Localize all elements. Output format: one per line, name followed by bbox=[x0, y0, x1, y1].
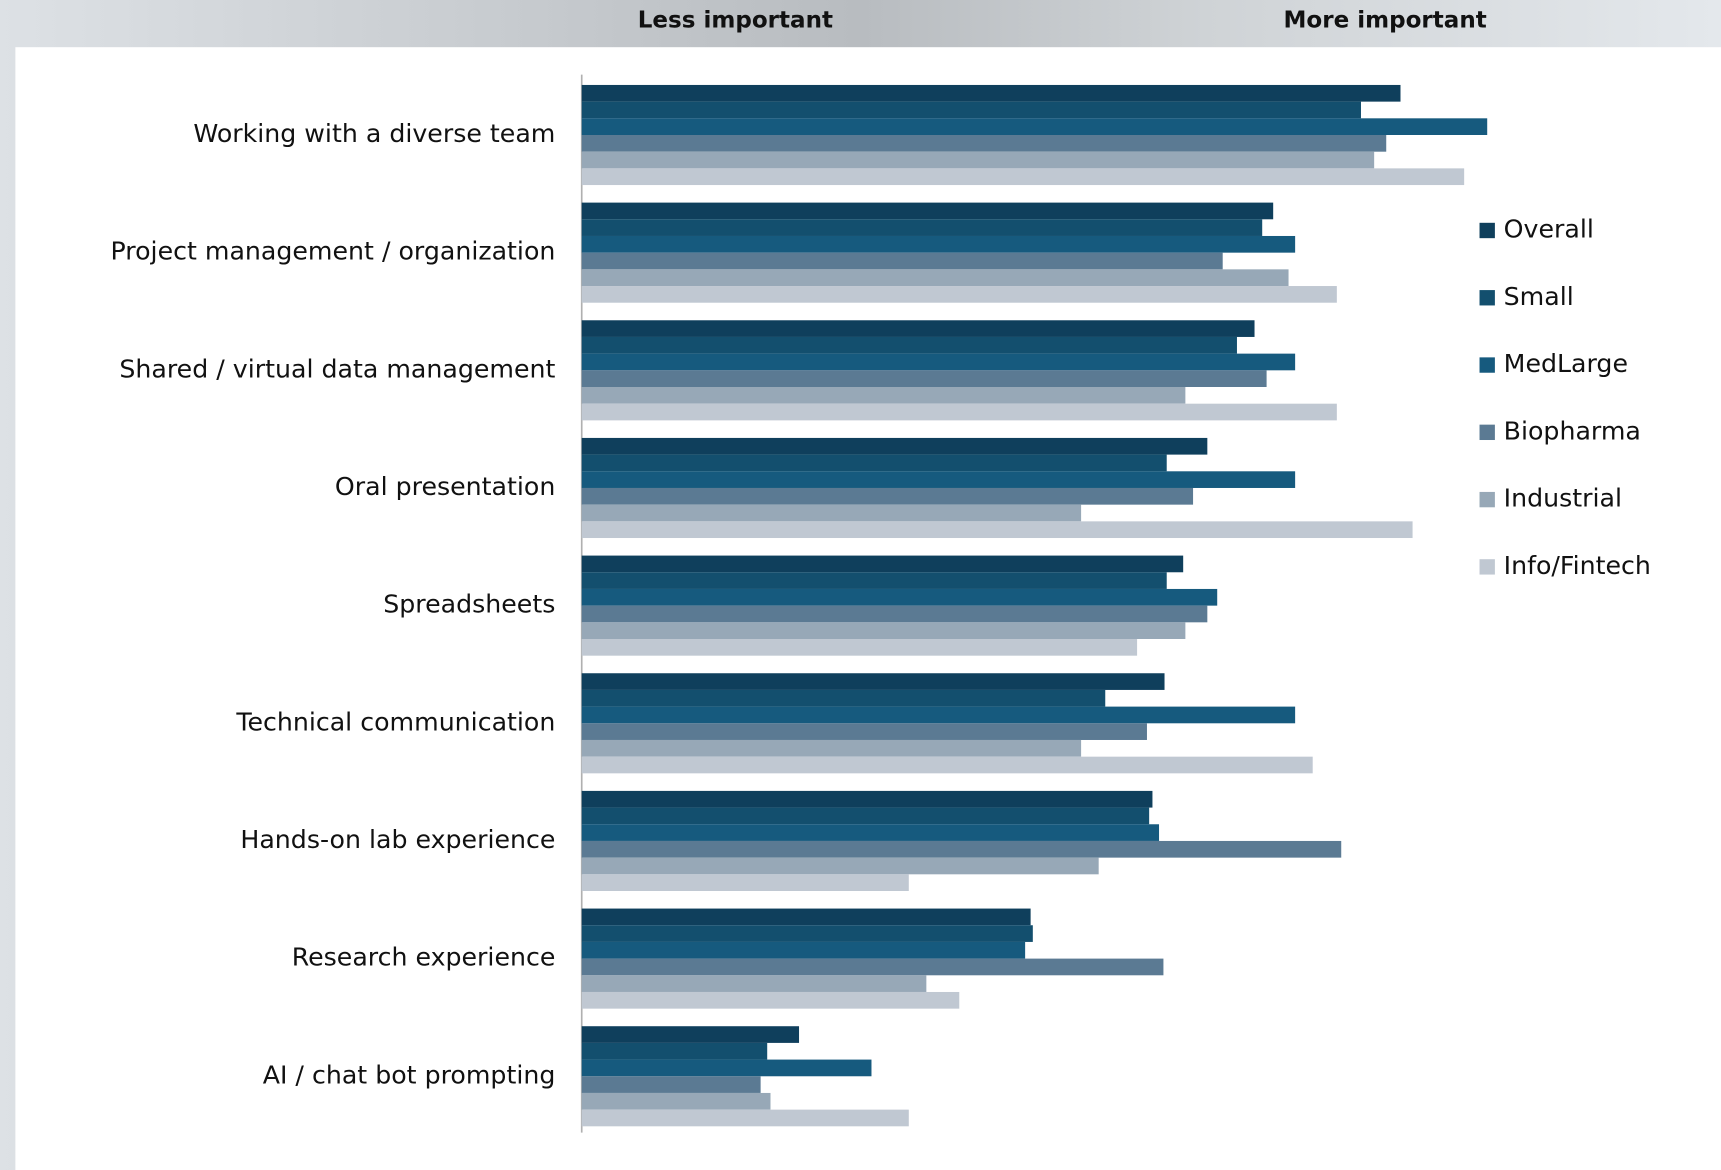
bar bbox=[581, 151, 1375, 169]
bar bbox=[581, 975, 927, 992]
bar bbox=[581, 908, 1031, 926]
bar bbox=[581, 202, 1274, 220]
legend-swatch bbox=[1479, 357, 1495, 373]
bar bbox=[581, 1026, 800, 1043]
category-label: Oral presentation bbox=[335, 472, 555, 501]
bar bbox=[581, 168, 1465, 186]
bar bbox=[581, 286, 1337, 303]
bar bbox=[581, 471, 1296, 488]
bar bbox=[581, 454, 1167, 472]
bar bbox=[581, 1042, 768, 1060]
bar bbox=[581, 991, 960, 1009]
bar bbox=[581, 689, 1106, 707]
bar bbox=[581, 925, 1033, 942]
bar bbox=[581, 807, 1150, 825]
bar bbox=[581, 723, 1147, 740]
bar bbox=[581, 874, 909, 891]
bar bbox=[581, 370, 1267, 387]
legend-swatch bbox=[1479, 222, 1495, 239]
bar bbox=[581, 135, 1387, 152]
bar bbox=[581, 673, 1165, 690]
legend-swatch bbox=[1479, 491, 1495, 508]
legend-swatch bbox=[1479, 559, 1495, 575]
bar bbox=[581, 739, 1082, 757]
legend-label: Industrial bbox=[1504, 484, 1622, 513]
bar bbox=[581, 790, 1153, 808]
bar bbox=[581, 824, 1160, 841]
header-label: More important bbox=[1284, 7, 1487, 33]
bar bbox=[581, 504, 1082, 522]
category-label: Spreadsheets bbox=[383, 590, 555, 619]
bar bbox=[581, 84, 1401, 102]
bar bbox=[581, 1059, 872, 1077]
bar bbox=[581, 437, 1208, 455]
category-label: Technical communication bbox=[235, 707, 555, 736]
bar bbox=[581, 840, 1342, 858]
category-label: Shared / virtual data management bbox=[119, 354, 555, 383]
legend-swatch bbox=[1479, 290, 1495, 306]
bar bbox=[581, 958, 1164, 976]
bar bbox=[581, 1076, 761, 1093]
bar bbox=[581, 1109, 909, 1127]
bar bbox=[581, 252, 1223, 270]
bar bbox=[581, 588, 1218, 606]
legend-label: MedLarge bbox=[1504, 349, 1628, 378]
bar bbox=[581, 941, 1026, 959]
category-label: AI / chat bot prompting bbox=[263, 1060, 556, 1089]
header-label: Less important bbox=[638, 7, 833, 33]
category-label: Hands-on lab experience bbox=[240, 825, 555, 854]
legend-swatch bbox=[1479, 424, 1495, 441]
bar bbox=[581, 639, 1138, 656]
bar bbox=[581, 622, 1186, 639]
bar bbox=[581, 572, 1167, 589]
bar bbox=[581, 235, 1296, 253]
bar bbox=[581, 756, 1313, 774]
bar bbox=[581, 269, 1289, 287]
category-label: Research experience bbox=[292, 943, 556, 972]
legend-label: Biopharma bbox=[1504, 416, 1641, 445]
legend-label: Small bbox=[1504, 282, 1574, 311]
category-label: Project management / organization bbox=[111, 237, 556, 266]
bar bbox=[581, 219, 1263, 236]
bar bbox=[581, 521, 1413, 539]
legend-label: Info/Fintech bbox=[1504, 551, 1651, 580]
bar bbox=[581, 101, 1361, 119]
bar bbox=[581, 706, 1296, 724]
bar bbox=[581, 555, 1184, 573]
bar bbox=[581, 353, 1296, 371]
bar bbox=[581, 1092, 771, 1110]
bar bbox=[581, 487, 1194, 505]
bar bbox=[581, 387, 1186, 404]
bar bbox=[581, 118, 1488, 135]
category-label: Working with a diverse team bbox=[193, 119, 555, 148]
bar bbox=[581, 605, 1208, 623]
bar bbox=[581, 403, 1337, 421]
bar bbox=[581, 336, 1237, 354]
legend-label: Overall bbox=[1504, 214, 1594, 243]
bar bbox=[581, 320, 1255, 337]
bar bbox=[581, 857, 1099, 875]
